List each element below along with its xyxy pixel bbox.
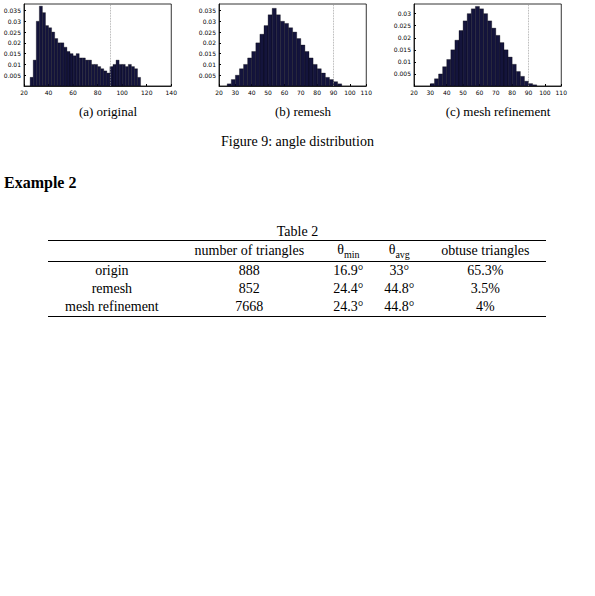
- html-text:3.5%: 3.5%: [470, 280, 500, 296]
- svg-text:110: 110: [556, 89, 568, 96]
- html-text:24.4°: 24.4°: [333, 280, 364, 296]
- html-text:44.8°: 44.8°: [384, 280, 415, 296]
- html-text:(b) remesh: (b) remesh: [275, 104, 331, 119]
- svg-text:0.005: 0.005: [4, 72, 21, 79]
- svg-text:0.015: 0.015: [394, 46, 411, 53]
- html-text:44.8°: 44.8°: [384, 298, 415, 314]
- svg-text:20: 20: [20, 89, 28, 96]
- svg-text:0.035: 0.035: [4, 7, 21, 14]
- svg-text:20: 20: [410, 89, 418, 96]
- svg-text:40: 40: [443, 89, 451, 96]
- svg-text:30: 30: [232, 89, 240, 96]
- svg-text:0.025: 0.025: [199, 29, 216, 36]
- svg-text:120: 120: [141, 89, 153, 96]
- svg-text:0.015: 0.015: [199, 50, 216, 57]
- svg-text:100: 100: [539, 89, 551, 96]
- svg-text:80: 80: [94, 89, 102, 96]
- svg-text:140: 140: [166, 89, 178, 96]
- svg-text:60: 60: [69, 89, 77, 96]
- html-text:θmin: θmin: [337, 242, 360, 260]
- svg-text:40: 40: [45, 89, 53, 96]
- svg-text:90: 90: [330, 89, 338, 96]
- svg-text:40: 40: [248, 89, 256, 96]
- html-text:33°: 33°: [389, 262, 410, 278]
- svg-text:0.01: 0.01: [203, 61, 217, 68]
- svg-text:100: 100: [344, 89, 356, 96]
- html-text:(a) original: (a) original: [78, 104, 138, 119]
- svg-text:0.005: 0.005: [199, 72, 216, 79]
- svg-text:0.03: 0.03: [398, 10, 412, 17]
- html-text:remesh: remesh: [91, 280, 133, 296]
- svg-text:0.025: 0.025: [394, 22, 411, 29]
- svg-text:20: 20: [215, 89, 223, 96]
- html-text:obtuse triangles: obtuse triangles: [441, 242, 530, 258]
- svg-text:60: 60: [476, 89, 484, 96]
- html-text:65.3%: 65.3%: [467, 262, 504, 278]
- svg-text:0.03: 0.03: [8, 18, 22, 25]
- svg-text:0.005: 0.005: [394, 70, 411, 77]
- html-text:888: 888: [238, 262, 260, 278]
- svg-text:90: 90: [525, 89, 533, 96]
- html-text:852: 852: [238, 280, 260, 296]
- svg-text:0.02: 0.02: [203, 39, 217, 46]
- html-text:24.3°: 24.3°: [333, 298, 364, 314]
- svg-text:30: 30: [427, 89, 435, 96]
- html-text:θavg: θavg: [388, 242, 410, 260]
- svg-text:60: 60: [281, 89, 289, 96]
- svg-text:0.025: 0.025: [4, 29, 21, 36]
- html-text:mesh refinement: mesh refinement: [65, 298, 159, 314]
- svg-text:50: 50: [459, 89, 467, 96]
- svg-text:100: 100: [116, 89, 128, 96]
- html-text:Figure 9: angle distribution: Figure 9: angle distribution: [221, 134, 374, 149]
- svg-text:0.01: 0.01: [398, 58, 412, 65]
- svg-text:80: 80: [313, 89, 321, 96]
- svg-text:0.02: 0.02: [8, 39, 22, 46]
- svg-text:0.015: 0.015: [4, 50, 21, 57]
- svg-text:80: 80: [508, 89, 516, 96]
- svg-text:0.02: 0.02: [398, 34, 412, 41]
- html-text:4%: 4%: [476, 298, 495, 314]
- svg-text:70: 70: [297, 89, 305, 96]
- html-text:7668: 7668: [235, 298, 264, 314]
- html-text:16.9°: 16.9°: [333, 262, 364, 278]
- html-text:number of triangles: number of triangles: [194, 242, 305, 258]
- html-text:(c) mesh refinement: (c) mesh refinement: [445, 104, 551, 119]
- svg-text:70: 70: [492, 89, 500, 96]
- svg-text:50: 50: [264, 89, 272, 96]
- html-text:Example 2: Example 2: [4, 174, 77, 191]
- svg-text:0.035: 0.035: [199, 7, 216, 14]
- svg-text:110: 110: [361, 89, 373, 96]
- svg-text:0.01: 0.01: [8, 61, 22, 68]
- html-text:Table 2: Table 2: [276, 224, 319, 239]
- svg-text:0.03: 0.03: [203, 18, 217, 25]
- html-text:origin: origin: [95, 262, 129, 278]
